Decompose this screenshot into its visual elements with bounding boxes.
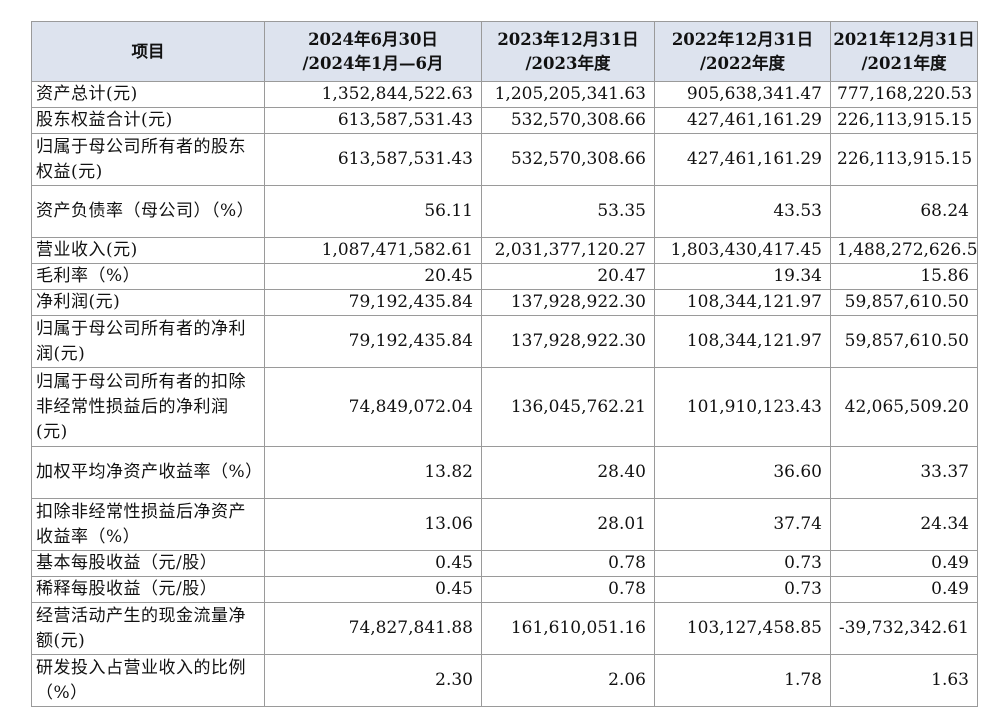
cell-value: 1,488,272,626.56 [830,237,978,264]
cell-value: 56.11 [264,185,482,238]
cell-value: 1,803,430,417.45 [654,237,831,264]
cell-value: 1.78 [654,654,831,707]
header-col-2021: 2021年12月31日 /2021年度 [830,21,978,82]
cell-value: 0.45 [264,550,482,577]
cell-value: 53.35 [481,185,655,238]
cell-value: 2.06 [481,654,655,707]
row-label: 股东权益合计(元) [31,107,265,134]
cell-value: 36.60 [654,446,831,499]
cell-value: 226,113,915.15 [830,133,978,186]
cell-value: 0.78 [481,550,655,577]
header-col-2022: 2022年12月31日 /2022年度 [654,21,831,82]
cell-value: 42,065,509.20 [830,367,978,447]
cell-value: 613,587,531.43 [264,107,482,134]
table-row: 毛利率（%） 20.45 20.47 19.34 15.86 [31,263,978,290]
cell-value: 2.30 [264,654,482,707]
cell-value: 137,928,922.30 [481,315,655,368]
table-row: 稀释每股收益（元/股） 0.45 0.78 0.73 0.49 [31,576,978,603]
cell-value: 101,910,123.43 [654,367,831,447]
table-row: 资产总计(元) 1,352,844,522.63 1,205,205,341.6… [31,81,978,108]
cell-value: 0.73 [654,576,831,603]
cell-value: 1,352,844,522.63 [264,81,482,108]
cell-value: 68.24 [830,185,978,238]
cell-value: 33.37 [830,446,978,499]
cell-value: 532,570,308.66 [481,133,655,186]
cell-value: 79,192,435.84 [264,315,482,368]
row-label: 归属于母公司所有者的股东权益(元) [31,133,265,186]
row-label: 研发投入占营业收入的比例（%） [31,654,265,707]
table-row: 基本每股收益（元/股） 0.45 0.78 0.73 0.49 [31,550,978,577]
cell-value: 1.63 [830,654,978,707]
cell-value: 0.45 [264,576,482,603]
row-label: 营业收入(元) [31,237,265,264]
financial-summary-table: 项目 2024年6月30日 /2024年1月—6月 2023年12月31日 /2… [31,21,978,707]
table-row: 营业收入(元) 1,087,471,582.61 2,031,377,120.2… [31,237,978,264]
row-label: 稀释每股收益（元/股） [31,576,265,603]
cell-value: 59,857,610.50 [830,289,978,316]
cell-value: 20.47 [481,263,655,290]
cell-value: 13.82 [264,446,482,499]
cell-value: 136,045,762.21 [481,367,655,447]
cell-value: 79,192,435.84 [264,289,482,316]
cell-value: 777,168,220.53 [830,81,978,108]
cell-value: 19.34 [654,263,831,290]
cell-value: -39,732,342.61 [830,602,978,655]
row-label: 资产负债率（母公司）（%） [31,185,265,238]
row-label: 扣除非经常性损益后净资产收益率（%） [31,498,265,551]
row-label: 毛利率（%） [31,263,265,290]
table-row: 经营活动产生的现金流量净额(元) 74,827,841.88 161,610,0… [31,602,978,655]
cell-value: 2,031,377,120.27 [481,237,655,264]
cell-value: 20.45 [264,263,482,290]
cell-value: 108,344,121.97 [654,289,831,316]
table-row: 研发投入占营业收入的比例（%） 2.30 2.06 1.78 1.63 [31,654,978,707]
table-row: 归属于母公司所有者的净利润(元) 79,192,435.84 137,928,9… [31,315,978,368]
cell-value: 59,857,610.50 [830,315,978,368]
cell-value: 28.01 [481,498,655,551]
table-row: 扣除非经常性损益后净资产收益率（%） 13.06 28.01 37.74 24.… [31,498,978,551]
cell-value: 427,461,161.29 [654,133,831,186]
cell-value: 613,587,531.43 [264,133,482,186]
cell-value: 15.86 [830,263,978,290]
header-item: 项目 [31,21,265,82]
cell-value: 28.40 [481,446,655,499]
cell-value: 0.78 [481,576,655,603]
cell-value: 532,570,308.66 [481,107,655,134]
cell-value: 1,205,205,341.63 [481,81,655,108]
table-row: 归属于母公司所有者的股东权益(元) 613,587,531.43 532,570… [31,133,978,186]
row-label: 资产总计(元) [31,81,265,108]
table-row: 资产负债率（母公司）（%） 56.11 53.35 43.53 68.24 [31,185,978,238]
cell-value: 137,928,922.30 [481,289,655,316]
table-header-row: 项目 2024年6月30日 /2024年1月—6月 2023年12月31日 /2… [31,21,978,82]
row-label: 净利润(元) [31,289,265,316]
cell-value: 1,087,471,582.61 [264,237,482,264]
cell-value: 103,127,458.85 [654,602,831,655]
cell-value: 74,827,841.88 [264,602,482,655]
cell-value: 24.34 [830,498,978,551]
cell-value: 0.49 [830,550,978,577]
table-row: 净利润(元) 79,192,435.84 137,928,922.30 108,… [31,289,978,316]
table-row: 归属于母公司所有者的扣除非经常性损益后的净利润(元) 74,849,072.04… [31,367,978,447]
cell-value: 108,344,121.97 [654,315,831,368]
row-label: 归属于母公司所有者的净利润(元) [31,315,265,368]
row-label: 经营活动产生的现金流量净额(元) [31,602,265,655]
financial-table-container: 项目 2024年6月30日 /2024年1月—6月 2023年12月31日 /2… [31,21,978,707]
table-row: 股东权益合计(元) 613,587,531.43 532,570,308.66 … [31,107,978,134]
row-label: 归属于母公司所有者的扣除非经常性损益后的净利润(元) [31,367,265,447]
cell-value: 905,638,341.47 [654,81,831,108]
table-row: 加权平均净资产收益率（%） 13.82 28.40 36.60 33.37 [31,446,978,499]
cell-value: 13.06 [264,498,482,551]
cell-value: 43.53 [654,185,831,238]
cell-value: 427,461,161.29 [654,107,831,134]
cell-value: 74,849,072.04 [264,367,482,447]
cell-value: 0.49 [830,576,978,603]
cell-value: 37.74 [654,498,831,551]
header-col-2023: 2023年12月31日 /2023年度 [481,21,655,82]
cell-value: 161,610,051.16 [481,602,655,655]
row-label: 加权平均净资产收益率（%） [31,446,265,499]
header-col-2024h1: 2024年6月30日 /2024年1月—6月 [264,21,482,82]
row-label: 基本每股收益（元/股） [31,550,265,577]
cell-value: 226,113,915.15 [830,107,978,134]
cell-value: 0.73 [654,550,831,577]
